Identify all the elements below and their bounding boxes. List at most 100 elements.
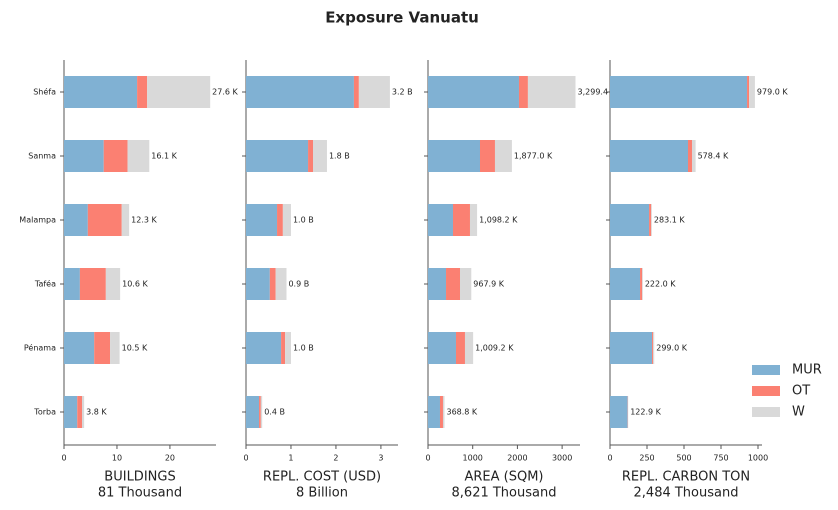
bar-segment xyxy=(64,332,95,364)
x-axis-sublabel: 81 Thousand xyxy=(98,486,182,501)
bar-segment xyxy=(103,140,128,172)
bar-segment xyxy=(464,332,474,364)
bar-segment xyxy=(610,268,641,300)
bar-segment xyxy=(610,204,650,236)
total-label: 368.8 K xyxy=(446,408,477,417)
x-axis-label: REPL. COST (USD) xyxy=(263,470,381,485)
total-label: 967.9 K xyxy=(473,280,504,289)
y-tick-label: Taféa xyxy=(34,279,56,289)
bar-segment xyxy=(649,204,652,236)
y-tick-label: Pénama xyxy=(24,343,56,353)
bar-segment xyxy=(94,332,111,364)
legend-swatch xyxy=(752,386,780,396)
bar-segment xyxy=(246,204,278,236)
legend-swatch xyxy=(752,365,780,375)
bar-segment xyxy=(518,76,528,108)
bar-segment xyxy=(313,140,327,172)
bar-segment xyxy=(428,76,519,108)
bar-segment xyxy=(428,140,480,172)
bar-segment xyxy=(439,396,443,428)
bar-segment xyxy=(246,268,270,300)
bar-segment xyxy=(358,76,390,108)
total-label: 979.0 K xyxy=(757,88,788,97)
x-tick-label: 20 xyxy=(165,454,175,463)
x-axis-sublabel: 2,484 Thousand xyxy=(634,486,739,501)
y-tick-label: Sanma xyxy=(28,152,56,161)
legend-label: MUR xyxy=(792,363,822,378)
bar-segment xyxy=(460,268,472,300)
bar-segment xyxy=(137,76,148,108)
bar-segment xyxy=(308,140,314,172)
total-label: 0.4 B xyxy=(264,408,285,417)
x-tick-label: 1 xyxy=(288,454,293,463)
y-tick-label: Torba xyxy=(33,408,56,417)
bar-segment xyxy=(64,76,138,108)
x-tick-label: 1000 xyxy=(463,454,483,463)
total-label: 1.0 B xyxy=(293,216,314,225)
bar-segment xyxy=(269,268,276,300)
total-label: 578.4 K xyxy=(698,152,729,161)
legend-label: OT xyxy=(792,384,810,399)
bar-segment xyxy=(260,396,263,428)
bar-segment xyxy=(749,76,755,108)
x-tick-label: 0 xyxy=(607,454,612,463)
x-tick-label: 3 xyxy=(378,454,383,463)
bar-segment xyxy=(428,204,453,236)
x-axis-label: AREA (SQM) xyxy=(464,470,543,485)
total-label: 283.1 K xyxy=(654,216,685,225)
bar-segment xyxy=(64,396,78,428)
bar-segment xyxy=(105,268,121,300)
y-tick-label: Shéfa xyxy=(33,87,56,97)
total-label: 1,098.2 K xyxy=(479,216,518,225)
bar-segment xyxy=(110,332,120,364)
bar-segment xyxy=(469,204,478,236)
bar-segment xyxy=(259,396,261,428)
bar-segment xyxy=(79,268,106,300)
total-label: 1.0 B xyxy=(293,344,314,353)
bar-segment xyxy=(64,140,104,172)
x-tick-label: 250 xyxy=(639,454,654,463)
total-label: 0.9 B xyxy=(288,280,309,289)
chart-title: Exposure Vanuatu xyxy=(325,9,479,27)
x-tick-label: 2 xyxy=(333,454,338,463)
x-axis-label: REPL. CARBON TON xyxy=(622,470,750,485)
bar-segment xyxy=(446,268,461,300)
bar-segment xyxy=(82,396,85,428)
bar-segment xyxy=(282,204,291,236)
bar-segment xyxy=(452,204,470,236)
x-axis-label: BUILDINGS xyxy=(104,470,175,485)
bar-segment xyxy=(610,140,688,172)
bar-segment xyxy=(687,140,692,172)
total-label: 27.6 K xyxy=(212,88,238,97)
bar-segment xyxy=(277,204,283,236)
total-label: 222.0 K xyxy=(645,280,676,289)
x-tick-label: 10 xyxy=(112,454,122,463)
bar-segment xyxy=(64,268,80,300)
bar-segment xyxy=(691,140,696,172)
x-axis-sublabel: 8,621 Thousand xyxy=(452,486,557,501)
total-label: 10.5 K xyxy=(122,344,148,353)
legend-label: W xyxy=(792,405,805,420)
y-tick-label: Malampa xyxy=(19,216,56,225)
total-label: 299.0 K xyxy=(656,344,687,353)
bar-segment xyxy=(246,396,260,428)
total-label: 1,877.0 K xyxy=(514,152,553,161)
bar-segment xyxy=(121,204,130,236)
x-tick-label: 3000 xyxy=(552,454,572,463)
bar-segment xyxy=(246,140,309,172)
x-axis-sublabel: 8 Billion xyxy=(296,486,348,501)
bar-segment xyxy=(747,76,750,108)
bar-segment xyxy=(640,268,643,300)
x-tick-label: 0 xyxy=(61,454,66,463)
bar-segment xyxy=(353,76,359,108)
bar-segment xyxy=(642,268,643,300)
total-label: 3,299.4 K xyxy=(578,88,617,97)
bar-segment xyxy=(610,76,748,108)
bar-segment xyxy=(428,396,440,428)
bar-segment xyxy=(653,332,655,364)
bar-segment xyxy=(77,396,83,428)
bar-segment xyxy=(428,268,447,300)
bar-segment xyxy=(285,332,291,364)
bar-segment xyxy=(64,204,88,236)
